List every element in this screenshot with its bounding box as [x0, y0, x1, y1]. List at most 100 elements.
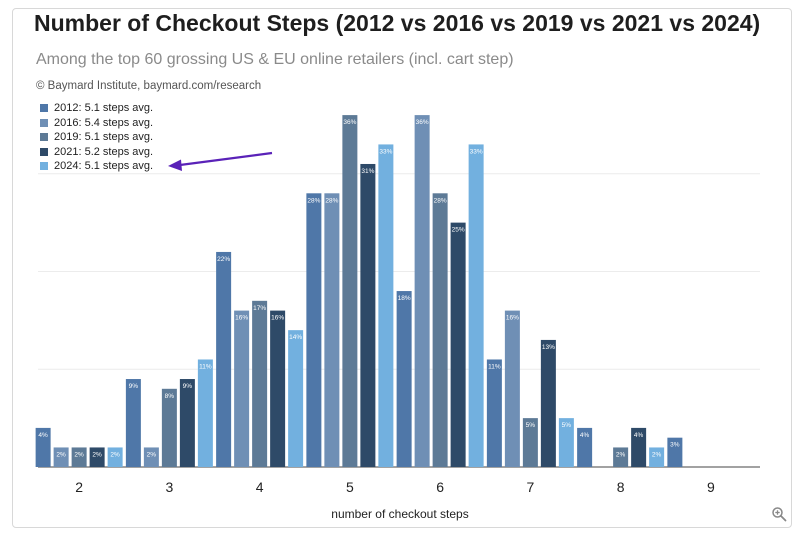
legend-label: 2016: 5.4 steps avg.: [54, 116, 154, 129]
x-axis-title: number of checkout steps: [331, 507, 469, 521]
bar-value-label: 33%: [470, 148, 483, 155]
legend-label: 2019: 5.1 steps avg.: [54, 131, 154, 144]
bar-value-label: 8%: [165, 393, 175, 400]
chart-subtitle: Among the top 60 grossing US & EU online…: [36, 51, 514, 68]
bar-value-label: 16%: [271, 315, 284, 322]
bar-value-label: 28%: [325, 197, 338, 204]
bar-value-label: 22%: [217, 256, 230, 263]
bar: [558, 418, 574, 467]
zoom-in-icon[interactable]: [771, 506, 787, 522]
bar-value-label: 13%: [542, 344, 555, 351]
bar-value-label: 2%: [56, 451, 66, 458]
legend-item-2024: 2024: 5.1 steps avg.: [40, 159, 153, 174]
bar-value-label: 11%: [199, 363, 212, 370]
bar: [306, 193, 322, 468]
bar: [342, 115, 358, 467]
bar-value-label: 36%: [343, 119, 356, 126]
bar: [468, 144, 484, 468]
bar-value-label: 2%: [110, 451, 120, 458]
x-tick-label: 2: [75, 479, 83, 495]
bar: [504, 310, 520, 467]
bar: [143, 447, 159, 467]
bar-value-label: 2%: [652, 451, 662, 458]
bar: [161, 388, 177, 467]
x-axis-ticks: 2 3 4 5 6 7 8 9: [75, 479, 715, 495]
bar-value-label: 2%: [147, 451, 157, 458]
bar: [324, 193, 340, 468]
bar: [53, 447, 69, 467]
bar-value-label: 2%: [616, 451, 626, 458]
x-tick-label: 7: [526, 479, 534, 495]
bar: [667, 437, 683, 467]
bar-value-label: 9%: [183, 383, 193, 390]
legend-item-2012: 2012: 5.1 steps avg.: [40, 101, 153, 116]
bar: [360, 163, 376, 467]
bar: [631, 427, 647, 467]
bar: [522, 418, 538, 467]
bar-series: [35, 115, 683, 468]
bar-value-label: 9%: [129, 383, 139, 390]
bar: [89, 447, 105, 467]
chart-title: Number of Checkout Steps (2012 vs 2016 v…: [34, 10, 761, 36]
bar-value-label: 33%: [379, 148, 392, 155]
bar-value-label: 11%: [488, 363, 501, 370]
bar-value-label: 16%: [506, 315, 519, 322]
x-tick-label: 4: [256, 479, 264, 495]
legend-swatch: [40, 147, 48, 156]
legend-item-2021: 2021: 5.2 steps avg.: [40, 145, 153, 160]
x-tick-label: 8: [617, 479, 625, 495]
bar-value-label: 4%: [38, 432, 48, 439]
bar-value-label: 4%: [634, 432, 644, 439]
legend-label: 2012: 5.1 steps avg.: [54, 102, 154, 115]
bar: [197, 359, 213, 467]
bar-value-label: 3%: [670, 442, 680, 449]
bar: [486, 359, 502, 467]
bar: [252, 300, 268, 467]
legend-swatch: [40, 118, 48, 127]
legend: 2012: 5.1 steps avg. 2016: 5.4 steps avg…: [40, 101, 153, 174]
legend-item-2019: 2019: 5.1 steps avg.: [40, 130, 153, 145]
x-tick-label: 5: [346, 479, 354, 495]
bar: [414, 115, 430, 467]
bar: [649, 447, 665, 467]
x-tick-label: 9: [707, 479, 715, 495]
bar: [378, 144, 394, 468]
bar-value-labels: 4% 2% 2% 2% 2% 9% 2% 8% 9% 11% 22% 16% 17% 16% 14% 28% 2…: [38, 119, 679, 458]
bar: [613, 447, 629, 467]
bar: [288, 330, 304, 467]
bar: [234, 310, 250, 467]
bar: [107, 447, 123, 467]
x-tick-label: 3: [165, 479, 173, 495]
bar: [216, 251, 232, 467]
bar: [71, 447, 87, 467]
bar-value-label: 2%: [92, 451, 102, 458]
bar-value-label: 28%: [434, 197, 447, 204]
bar: [540, 339, 556, 467]
x-tick-label: 6: [436, 479, 444, 495]
bar-value-label: 4%: [580, 432, 590, 439]
bar: [577, 427, 593, 467]
legend-swatch: [40, 162, 48, 171]
source-credit: © Baymard Institute, baymard.com/researc…: [36, 80, 262, 92]
bar: [432, 193, 448, 468]
bar-value-label: 17%: [253, 305, 266, 312]
bar-value-label: 36%: [416, 119, 429, 126]
bar-value-label: 5%: [562, 422, 572, 429]
legend-item-2016: 2016: 5.4 steps avg.: [40, 116, 153, 131]
legend-label: 2021: 5.2 steps avg.: [54, 145, 154, 158]
bar: [179, 379, 195, 467]
bar-value-label: 2%: [74, 451, 84, 458]
bar-value-label: 18%: [398, 295, 411, 302]
bar-value-label: 5%: [526, 422, 536, 429]
arrow-pointer-icon: [168, 151, 273, 171]
bar: [450, 222, 466, 467]
bar: [125, 379, 141, 467]
bar-value-label: 25%: [452, 227, 465, 234]
bar: [270, 310, 286, 467]
legend-label: 2024: 5.1 steps avg.: [54, 160, 154, 173]
legend-swatch: [40, 104, 48, 113]
bar-value-label: 14%: [289, 334, 302, 341]
bar-value-label: 16%: [235, 315, 248, 322]
bar: [35, 427, 51, 467]
